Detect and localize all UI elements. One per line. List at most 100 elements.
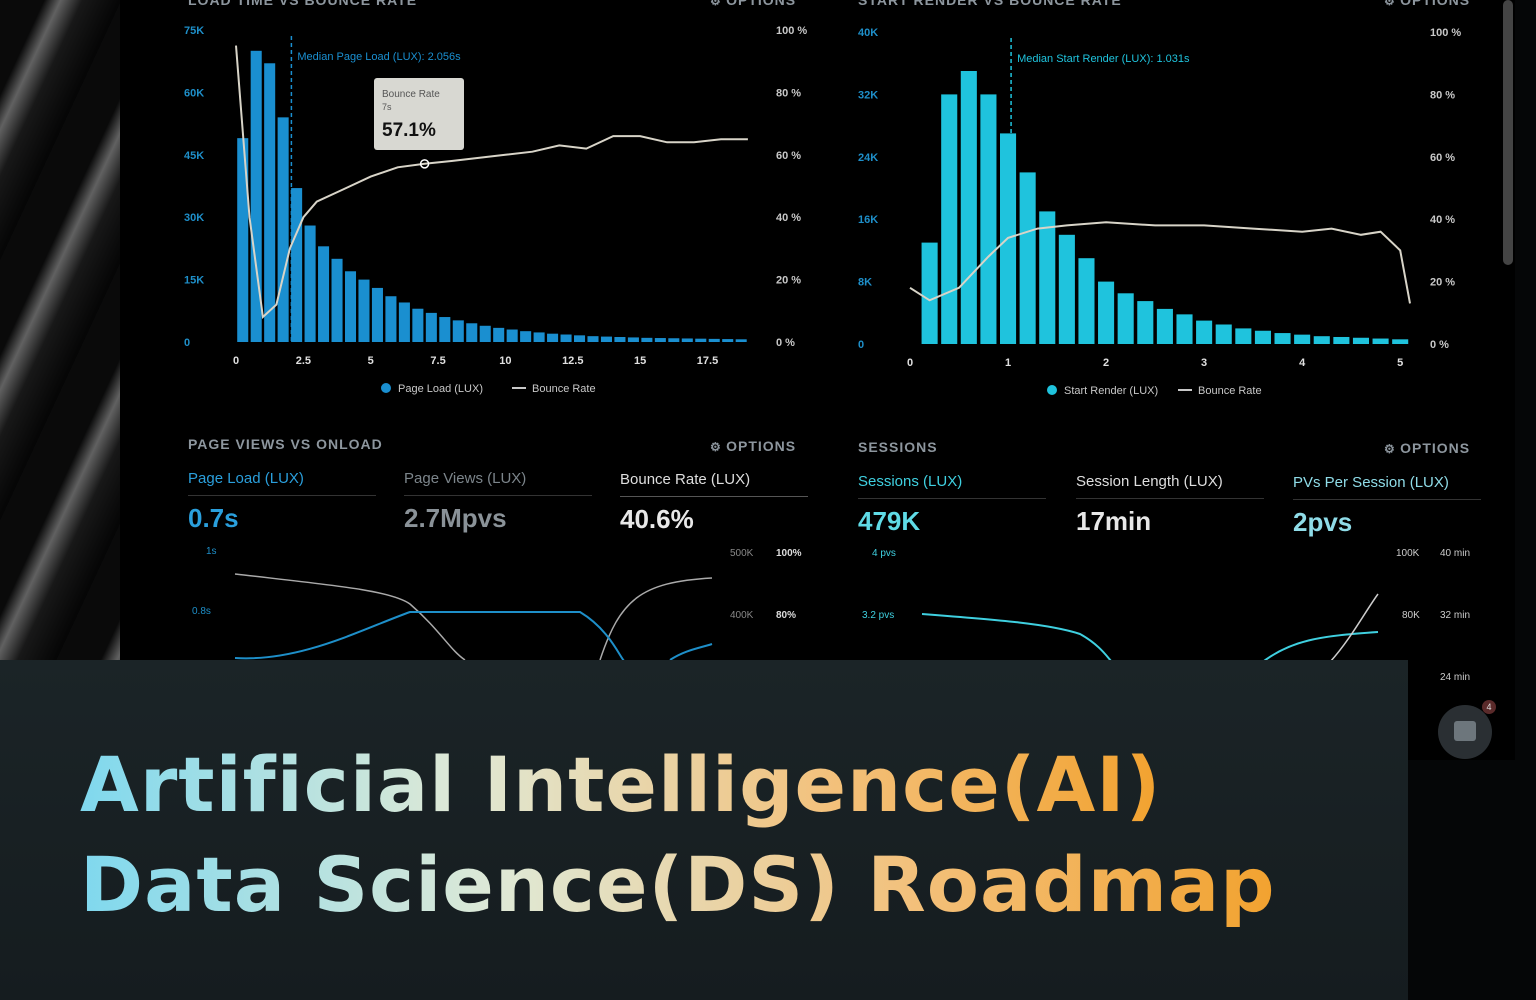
divider	[858, 498, 1046, 499]
panel-title-sessions: SESSIONS	[858, 439, 938, 455]
x-tick-label: 2.5	[296, 355, 311, 367]
bar	[722, 339, 734, 342]
bar	[439, 317, 451, 342]
series-line	[234, 611, 625, 660]
metric-label: Page Load (LUX)	[188, 470, 304, 487]
tooltip-title: Bounce Rate	[382, 89, 440, 100]
bar	[291, 188, 303, 342]
bar	[1313, 336, 1330, 344]
chat-badge: 4	[1482, 700, 1496, 714]
bar	[425, 312, 437, 342]
x-tick-label: 15	[634, 355, 646, 367]
bar	[371, 287, 383, 342]
x-tick-label: 17.5	[697, 355, 718, 367]
bar	[533, 332, 545, 342]
x-tick-label: 10	[499, 355, 511, 367]
y-tick-label: 30K	[184, 212, 204, 224]
y3-tick-label: 24 min	[1440, 672, 1470, 683]
y-tick-label: 0	[184, 337, 190, 349]
bar	[560, 334, 572, 342]
bar	[385, 296, 397, 342]
bar	[1058, 234, 1075, 344]
chat-button[interactable]	[1438, 705, 1492, 759]
scrollbar[interactable]	[1503, 0, 1513, 265]
y2-tick-label: 500K	[730, 548, 754, 559]
bar	[627, 337, 639, 342]
bar	[1039, 211, 1056, 344]
y2-tick-label: 0 %	[1430, 339, 1449, 351]
options-button[interactable]: OPTIONS	[710, 0, 796, 8]
y-tick-label: 0.8s	[192, 606, 211, 617]
bar	[506, 329, 518, 342]
metric-value: 17min	[1076, 506, 1152, 536]
x-tick-label: 3	[1201, 357, 1207, 369]
bar	[1019, 172, 1036, 344]
bar	[466, 323, 478, 342]
bar	[1196, 320, 1213, 344]
y2-tick-label: 80K	[1402, 610, 1420, 621]
metric-label: Sessions (LUX)	[858, 473, 963, 490]
y2-tick-label: 60 %	[1430, 152, 1455, 164]
x-tick-label: 4	[1299, 357, 1306, 369]
y-tick-label: 75K	[184, 25, 204, 37]
y2-tick-label: 40 %	[1430, 214, 1455, 226]
bar	[398, 302, 410, 342]
bar	[1235, 328, 1252, 344]
panel-title-load-time: LOAD TIME VS BOUNCE RATE	[188, 0, 418, 8]
bar	[600, 336, 612, 342]
legend-swatch-bars	[1047, 385, 1057, 395]
y-tick-label: 0	[858, 339, 864, 351]
bar	[614, 337, 626, 342]
tooltip-marker	[419, 159, 430, 169]
bar	[520, 331, 532, 342]
y2-tick-label: 0 %	[776, 337, 795, 349]
bar	[1352, 337, 1370, 344]
tooltip-box	[374, 78, 464, 150]
divider	[1293, 499, 1481, 500]
metric-value: 2pvs	[1293, 507, 1353, 537]
median-label: Median Page Load (LUX): 2.056s	[297, 51, 461, 63]
bar	[1176, 314, 1193, 344]
divider	[620, 496, 808, 497]
bar	[681, 338, 693, 342]
x-tick-label: 5	[1397, 357, 1403, 369]
bar	[695, 338, 707, 342]
start-render-chart: 0 8K 16K 24K 32K 40K 0 % 20 % 40 % 60 % 80 % 100 % 0…	[858, 27, 1461, 397]
bar	[1294, 334, 1311, 344]
x-tick-label: 7.5	[430, 355, 445, 367]
options-button[interactable]: OPTIONS	[1384, 440, 1470, 456]
y3-tick-label: 32 min	[1440, 610, 1470, 621]
bar	[980, 94, 997, 345]
bar	[587, 336, 599, 342]
bar	[344, 271, 357, 342]
y-tick-label: 3.2 pvs	[862, 610, 894, 621]
options-button[interactable]: OPTIONS	[710, 438, 796, 454]
x-tick-label: 12.5	[562, 355, 583, 367]
y-tick-label: 4 pvs	[872, 548, 896, 559]
bar	[1137, 301, 1154, 344]
series-line	[921, 613, 1113, 663]
banner-title-line-1: Artificial Intelligence(AI)	[80, 740, 1162, 829]
y-tick-label: 15K	[184, 275, 204, 287]
bar	[1078, 258, 1095, 344]
bar	[1274, 333, 1291, 344]
y2-tick-label: 100 %	[1430, 27, 1461, 39]
bar	[547, 333, 559, 342]
metric-value: 0.7s	[188, 503, 239, 533]
options-button[interactable]: OPTIONS	[1384, 0, 1470, 8]
y2-tick-label: 20 %	[1430, 277, 1455, 289]
series-line	[669, 643, 713, 660]
sessions-chart: 4 pvs 3.2 pvs 100K 80K 40 min 32 min 24 min	[862, 548, 1470, 683]
bar	[1372, 338, 1389, 344]
bar	[1333, 336, 1350, 344]
x-tick-label: 5	[368, 355, 374, 367]
tooltip-sub: 7s	[382, 102, 392, 112]
bar	[250, 50, 262, 343]
bar	[1392, 339, 1409, 344]
background-edge	[0, 0, 140, 680]
bar	[735, 339, 747, 342]
bar	[479, 325, 491, 342]
bar	[1117, 293, 1134, 344]
metric-value: 2.7Mpvs	[404, 503, 507, 533]
bounce-rate-line	[235, 45, 748, 320]
